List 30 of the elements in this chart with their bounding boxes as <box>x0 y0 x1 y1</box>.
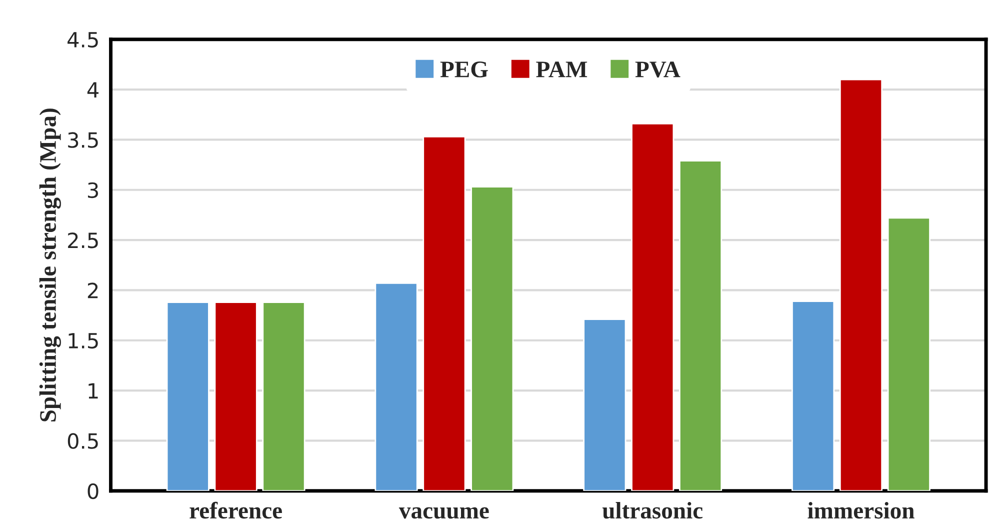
y-tick-label: 2.5 <box>68 232 98 248</box>
y-tick-label: 3.5 <box>68 132 98 148</box>
x-tick-label: immersion <box>808 502 914 519</box>
legend-label: PEG <box>440 62 488 78</box>
y-tick-label: 0.5 <box>68 433 98 449</box>
y-axis-title: Splitting tensile strength (Mpa) <box>39 108 61 422</box>
bar <box>470 186 514 491</box>
bar <box>214 302 258 491</box>
bar <box>374 282 418 491</box>
bar <box>839 78 883 491</box>
y-tick-label: 2 <box>88 282 98 298</box>
bar <box>887 217 930 491</box>
x-tick-label: vacuume <box>398 507 489 519</box>
bar <box>678 160 722 491</box>
bar <box>792 300 835 491</box>
bar <box>422 136 466 491</box>
bar <box>631 122 674 491</box>
bar <box>166 302 210 491</box>
bar <box>262 302 306 491</box>
y-tick-label: 3 <box>88 182 98 198</box>
y-tick-label: 0 <box>88 483 98 500</box>
legend-label: PAM <box>536 62 588 78</box>
y-tick-label: 4.5 <box>68 32 98 48</box>
bar <box>583 318 626 491</box>
legend-label: PVA <box>635 62 680 78</box>
y-tick-label: 1.5 <box>68 333 98 349</box>
x-tick-label: ultrasonic <box>602 502 703 519</box>
y-tick-label: 4 <box>87 82 98 98</box>
x-tick-label: reference <box>190 502 282 519</box>
y-tick-label: 1 <box>88 383 98 398</box>
